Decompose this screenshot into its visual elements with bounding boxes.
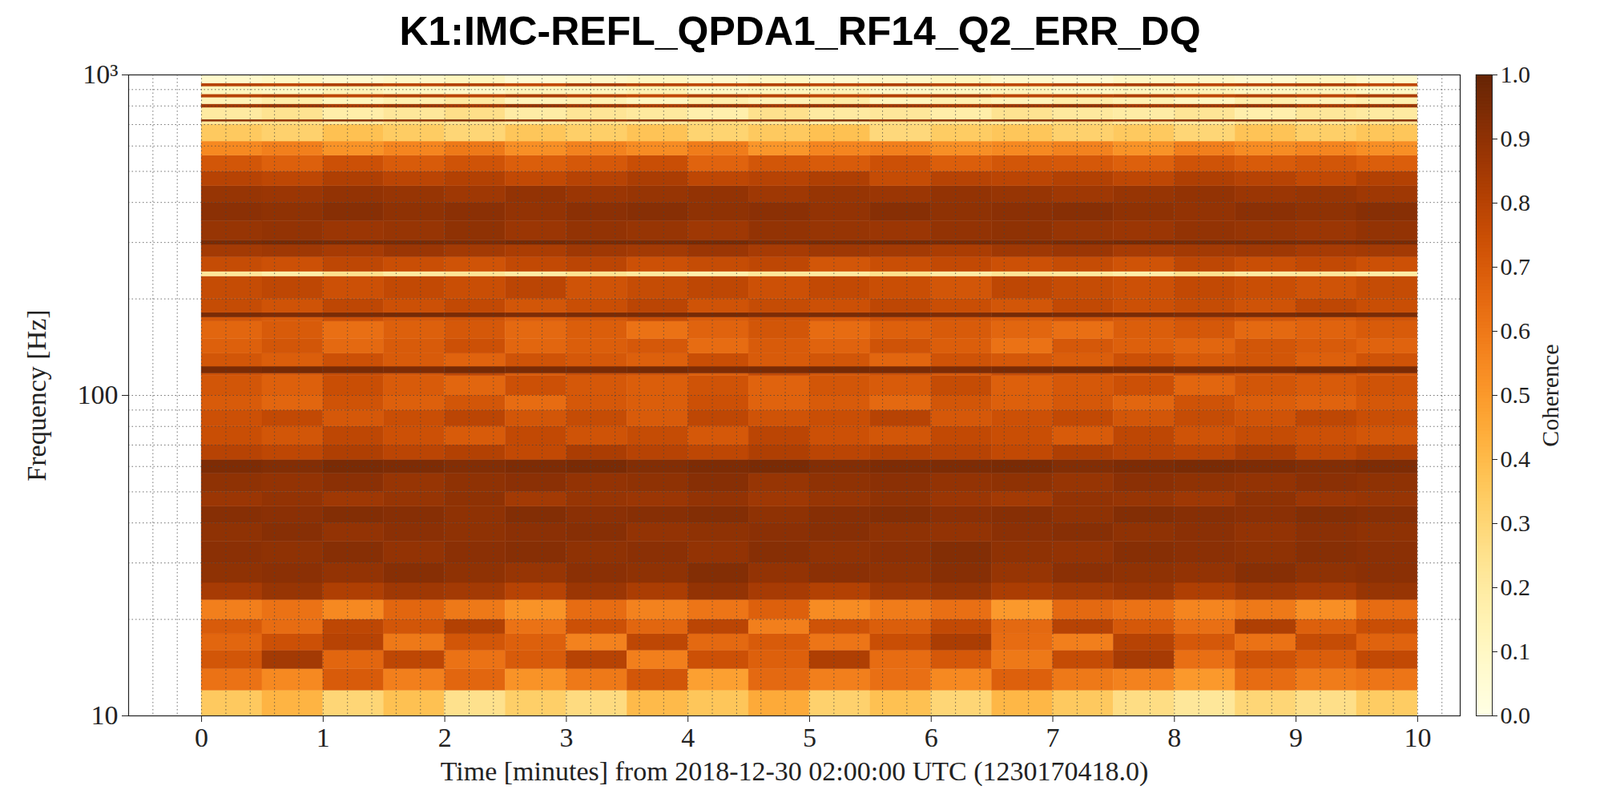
svg-text:0.1: 0.1 xyxy=(1500,637,1532,665)
svg-text:6: 6 xyxy=(924,722,939,753)
html-text:K1:IMC-REFL_QPDA1_RF14_Q2_ERR_: K1:IMC-REFL_QPDA1_RF14_Q2_ERR_DQ xyxy=(399,8,1201,54)
svg-text:100: 100 xyxy=(77,379,119,410)
svg-text:7: 7 xyxy=(1046,722,1060,753)
svg-text:2: 2 xyxy=(438,722,452,753)
svg-text:0.0: 0.0 xyxy=(1500,701,1532,729)
svg-text:0.8: 0.8 xyxy=(1500,189,1532,216)
svg-text:Time [minutes] from 2018-12-30: Time [minutes] from 2018-12-30 02:00:00 … xyxy=(440,756,1149,787)
svg-text:0.5: 0.5 xyxy=(1500,381,1532,408)
svg-text:0.7: 0.7 xyxy=(1500,253,1532,280)
svg-text:0.4: 0.4 xyxy=(1500,445,1532,472)
svg-text:0.9: 0.9 xyxy=(1500,124,1532,152)
svg-text:0.2: 0.2 xyxy=(1500,573,1532,601)
svg-text:1: 1 xyxy=(316,722,331,753)
svg-text:10³: 10³ xyxy=(82,59,118,89)
svg-text:10: 10 xyxy=(91,700,119,730)
svg-text:5: 5 xyxy=(802,722,817,753)
svg-text:Coherence: Coherence xyxy=(1536,343,1564,447)
svg-text:0: 0 xyxy=(194,722,209,753)
svg-text:4: 4 xyxy=(681,722,695,753)
svg-text:Frequency [Hz]: Frequency [Hz] xyxy=(21,309,52,481)
svg-text:3: 3 xyxy=(559,722,573,753)
svg-text:9: 9 xyxy=(1289,722,1303,753)
svg-text:0.6: 0.6 xyxy=(1500,317,1532,344)
svg-text:0.3: 0.3 xyxy=(1500,509,1532,537)
svg-text:8: 8 xyxy=(1167,722,1181,753)
svg-text:10: 10 xyxy=(1403,722,1431,753)
svg-text:1.0: 1.0 xyxy=(1500,60,1532,88)
